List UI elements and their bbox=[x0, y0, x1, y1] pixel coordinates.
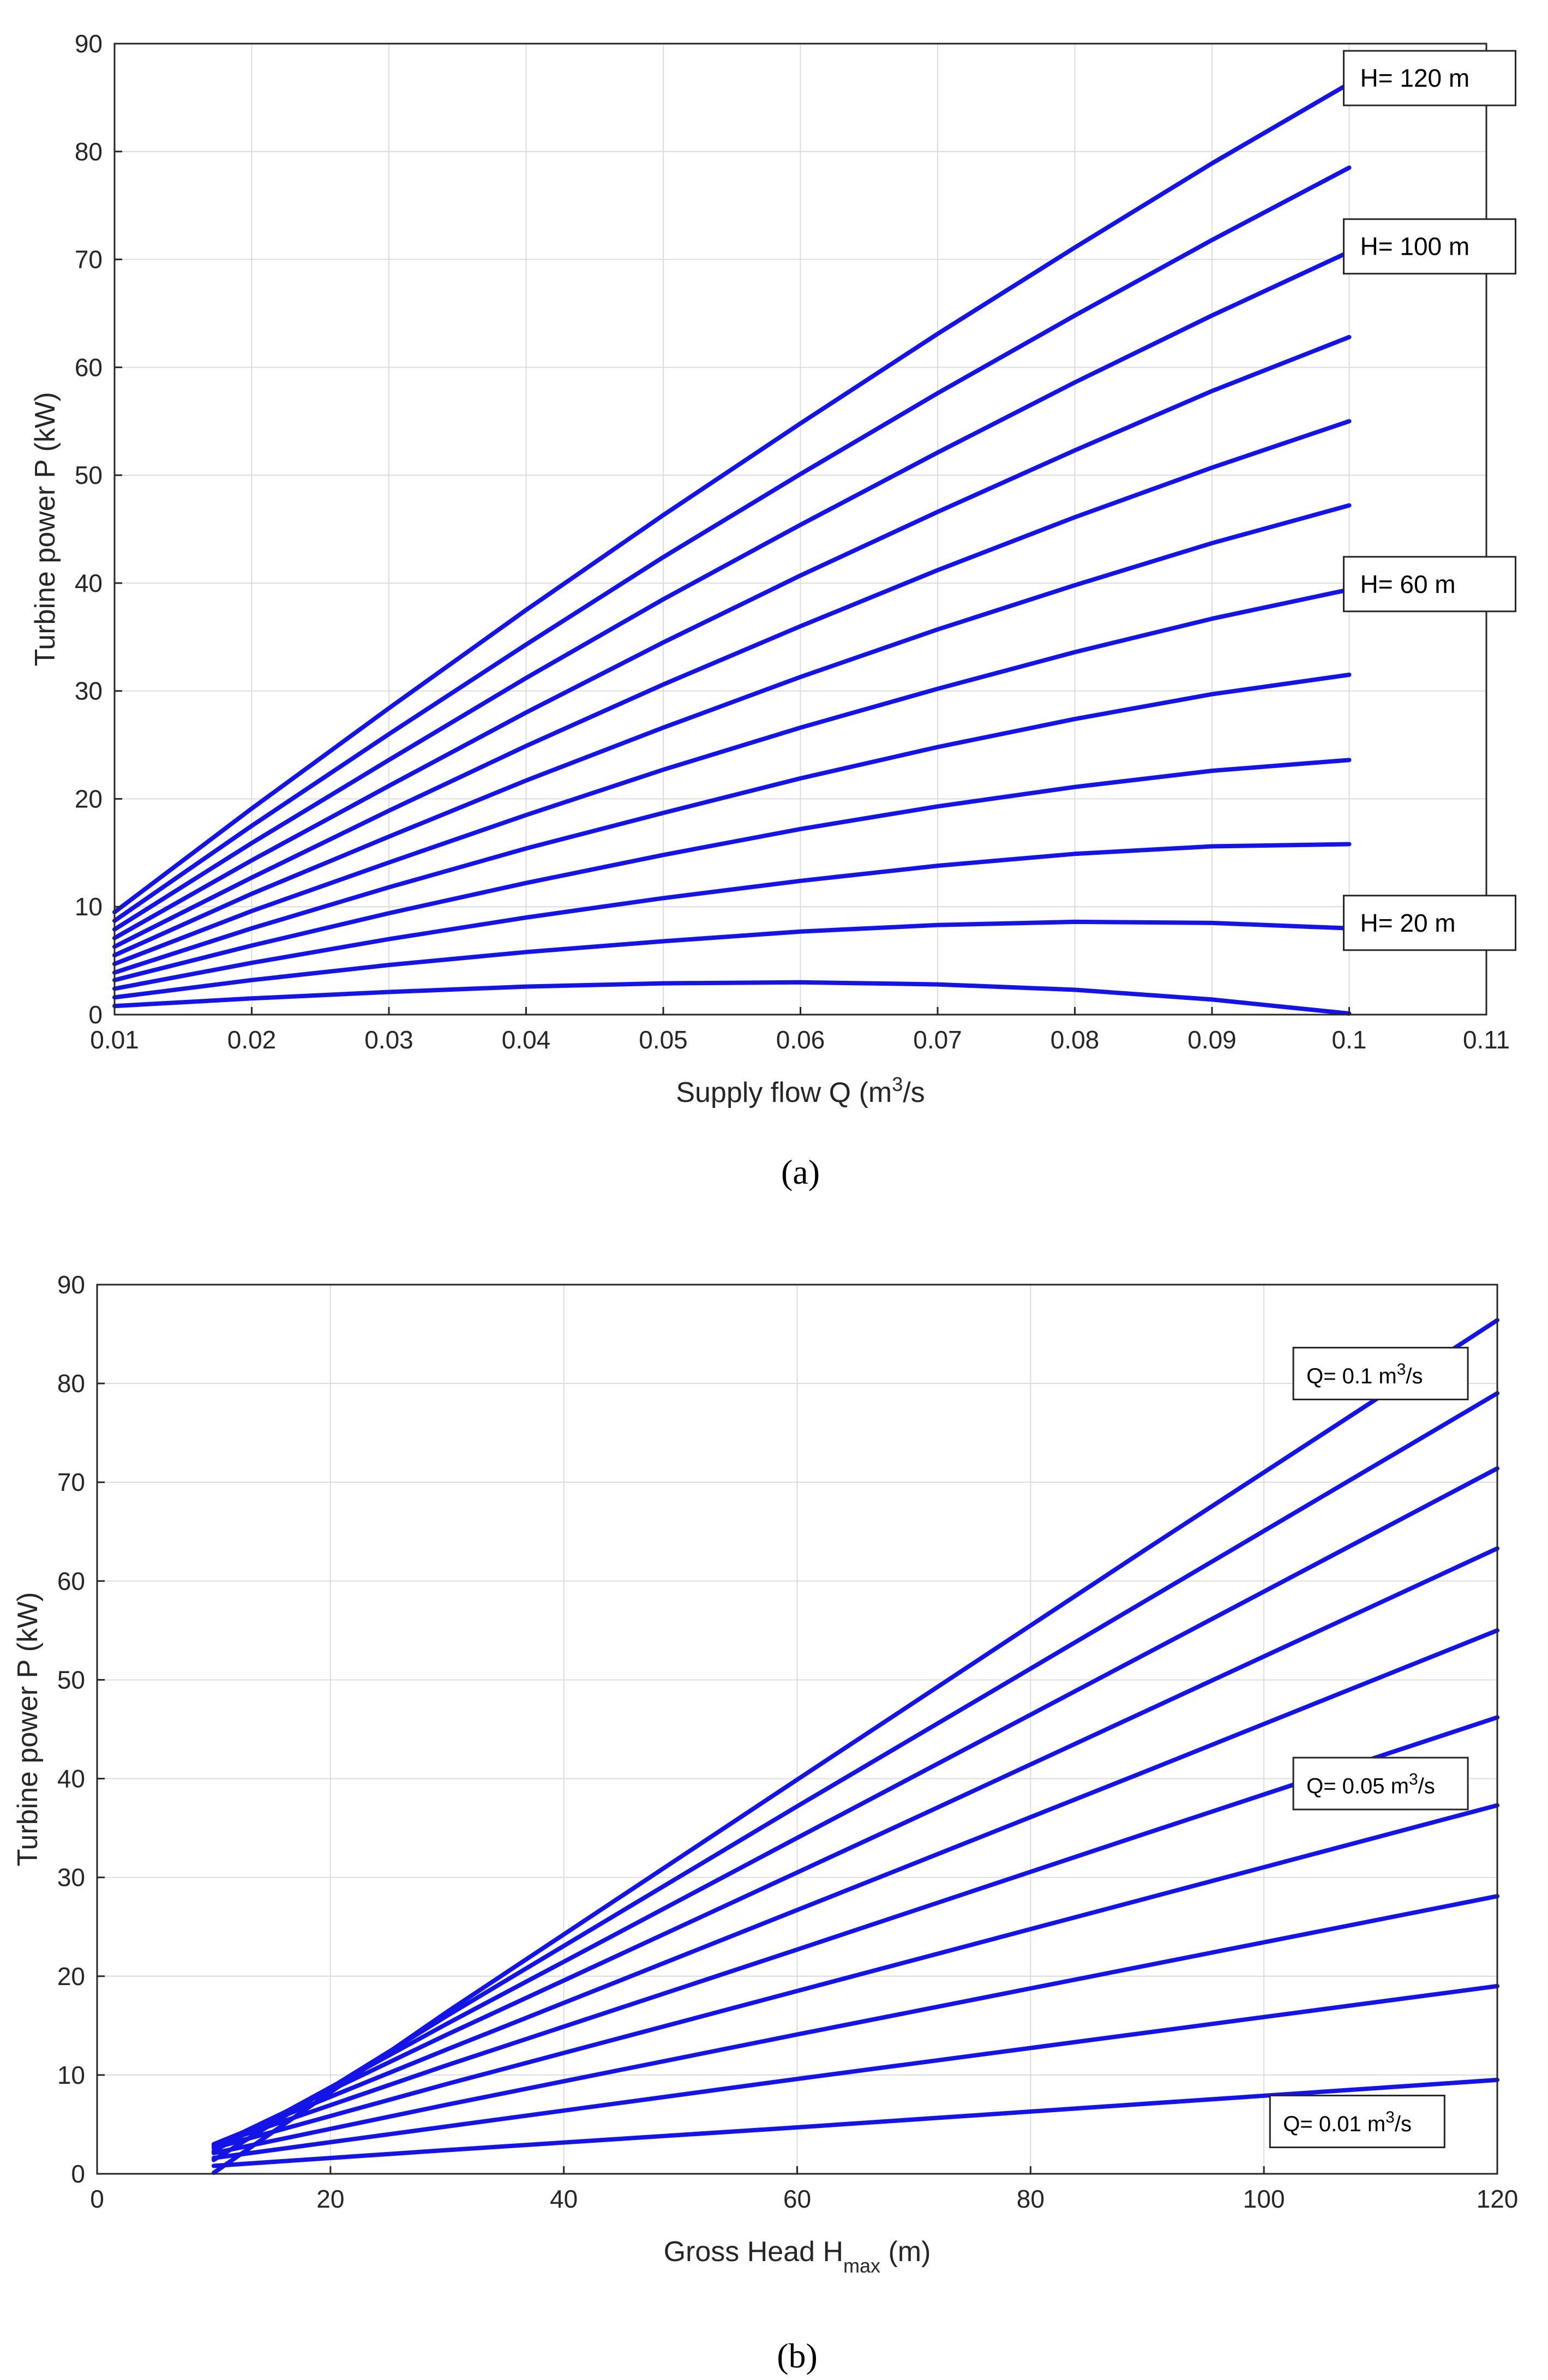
y-tick-label: 20 bbox=[75, 784, 103, 813]
annotation-label: H= 100 m bbox=[1360, 232, 1470, 261]
annotation-frame bbox=[1292, 1756, 1469, 1811]
x-tick-label: 100 bbox=[1243, 2185, 1285, 2213]
chart-panel-b: 0 20 40 60 80 100 120 0 10 20 30 40 50 60 70 80 90 Gros… bbox=[12, 1270, 1518, 2375]
chart-panel-a: 0.01 0.02 0.03 0.04 0.05 0.06 0.07 0.08 0.09 0.1 0… bbox=[29, 29, 1516, 1191]
x-ticks-a: 0.01 0.02 0.03 0.04 0.05 0.06 0.07 0.08 0.09 0.1 0… bbox=[90, 1007, 1510, 1054]
series-line bbox=[112, 673, 1352, 975]
x-axis-label-b: Gross Head Hmax (m) bbox=[664, 2236, 931, 2277]
y-tick-label: 50 bbox=[75, 461, 103, 489]
y-tick-label: 20 bbox=[57, 1962, 85, 1991]
y-tick-label: 80 bbox=[75, 137, 103, 166]
annotation-label: Q= 0.05 m3/s bbox=[1306, 1770, 1435, 1799]
annotation-label: H= 60 m bbox=[1360, 570, 1456, 598]
caption-b: (b) bbox=[777, 2336, 818, 2375]
x-tick-label: 40 bbox=[550, 2185, 578, 2213]
series-line bbox=[211, 1715, 1499, 2148]
annotation-box: H= 120 m bbox=[1343, 50, 1516, 106]
annotations-b: Q= 0.1 m3/s Q= 0.05 m3/s Q= 0.01 m3/s bbox=[1269, 1347, 1469, 2149]
series-line bbox=[211, 1318, 1499, 2175]
series-line bbox=[112, 758, 1352, 982]
y-tick-label: 90 bbox=[75, 29, 103, 58]
annotation-frame bbox=[1343, 556, 1516, 613]
annotation-frame bbox=[1269, 2095, 1445, 2149]
series-line bbox=[112, 842, 1352, 991]
y-ticks-a: 0 10 20 30 40 50 60 70 80 90 bbox=[75, 29, 122, 1029]
y-ticks-b: 0 10 20 30 40 50 60 70 80 90 bbox=[57, 1270, 105, 2188]
y-tick-label: 70 bbox=[75, 245, 103, 274]
x-tick-label: 0.02 bbox=[227, 1026, 277, 1054]
series-line bbox=[211, 1628, 1499, 2147]
series-line bbox=[112, 335, 1352, 940]
y-tick-label: 80 bbox=[57, 1369, 85, 1398]
x-tick-label: 0.06 bbox=[776, 1026, 825, 1054]
series-line bbox=[112, 587, 1352, 966]
annotation-box: H= 100 m bbox=[1343, 218, 1516, 275]
x-tick-label: 0.04 bbox=[502, 1026, 551, 1054]
series-line bbox=[112, 81, 1352, 915]
y-tick-label: 30 bbox=[57, 1863, 85, 1892]
plot-lines-b bbox=[211, 1318, 1499, 2175]
x-axis-label-a: Supply flow Q (m3/s bbox=[676, 1073, 925, 1109]
series-line bbox=[112, 980, 1352, 1016]
y-axis-label-b: Turbine power P (kW) bbox=[12, 1592, 44, 1867]
x-tick-label: 0.05 bbox=[639, 1026, 688, 1054]
caption-a: (a) bbox=[781, 1153, 820, 1191]
series-line bbox=[211, 2077, 1499, 2168]
x-tick-label: 80 bbox=[1017, 2185, 1045, 2213]
annotation-box: H= 60 m bbox=[1343, 556, 1516, 613]
annotation-label: H= 120 m bbox=[1360, 64, 1470, 92]
x-tick-label: 20 bbox=[316, 2185, 344, 2213]
x-tick-label: 60 bbox=[783, 2185, 811, 2213]
y-tick-label: 40 bbox=[75, 569, 103, 597]
series-line bbox=[112, 419, 1352, 949]
annotation-box: Q= 0.05 m3/s bbox=[1292, 1756, 1469, 1811]
x-tick-label: 0.1 bbox=[1332, 1026, 1367, 1054]
annotation-frame bbox=[1343, 895, 1516, 951]
annotation-frame bbox=[1292, 1347, 1469, 1400]
annotation-box: H= 20 m bbox=[1343, 895, 1516, 951]
y-tick-label: 90 bbox=[57, 1270, 85, 1299]
y-tick-label: 10 bbox=[57, 2061, 85, 2089]
series-line bbox=[211, 1894, 1499, 2155]
x-ticks-b: 0 20 40 60 80 100 120 bbox=[90, 2166, 1518, 2213]
x-tick-label: 120 bbox=[1477, 2185, 1519, 2213]
x-tick-label: 0.01 bbox=[90, 1026, 139, 1054]
y-tick-label: 60 bbox=[57, 1567, 85, 1595]
series-line bbox=[112, 249, 1352, 932]
gridlines-a bbox=[114, 43, 1487, 1015]
y-tick-label: 40 bbox=[57, 1765, 85, 1793]
y-tick-label: 60 bbox=[75, 353, 103, 381]
x-tick-label: 0.11 bbox=[1463, 1026, 1510, 1054]
x-tick-label: 0.07 bbox=[913, 1026, 962, 1054]
series-line bbox=[112, 503, 1352, 958]
y-tick-label: 70 bbox=[57, 1468, 85, 1496]
y-tick-label: 0 bbox=[71, 2160, 85, 2188]
gridlines-b bbox=[97, 1284, 1498, 2174]
annotation-box: Q= 0.01 m3/s bbox=[1269, 2095, 1445, 2149]
y-tick-label: 0 bbox=[88, 1000, 103, 1029]
x-tick-label: 0 bbox=[90, 2185, 104, 2213]
annotations-a: H= 120 m H= 100 m H= 60 m H= 20 m bbox=[1343, 50, 1516, 951]
series-line bbox=[112, 919, 1352, 1000]
annotation-box: Q= 0.1 m3/s bbox=[1292, 1347, 1469, 1400]
annotation-frame bbox=[1343, 218, 1516, 275]
x-tick-label: 0.09 bbox=[1187, 1026, 1237, 1054]
y-tick-label: 50 bbox=[57, 1665, 85, 1694]
series-line bbox=[211, 1803, 1499, 2150]
y-tick-label: 10 bbox=[75, 892, 103, 921]
annotation-label: Q= 0.1 m3/s bbox=[1306, 1360, 1423, 1389]
series-line bbox=[211, 1546, 1499, 2149]
x-tick-label: 0.03 bbox=[364, 1026, 413, 1054]
annotation-frame bbox=[1343, 50, 1516, 106]
y-axis-label-a: Turbine power P (kW) bbox=[29, 392, 61, 667]
plot-lines-a bbox=[112, 81, 1352, 1016]
series-line bbox=[211, 1983, 1499, 2160]
x-tick-label: 0.08 bbox=[1051, 1026, 1100, 1054]
annotation-label: Q= 0.01 m3/s bbox=[1283, 2108, 1412, 2137]
series-line bbox=[112, 165, 1352, 923]
annotation-label: H= 20 m bbox=[1360, 909, 1456, 937]
y-tick-label: 30 bbox=[75, 677, 103, 705]
